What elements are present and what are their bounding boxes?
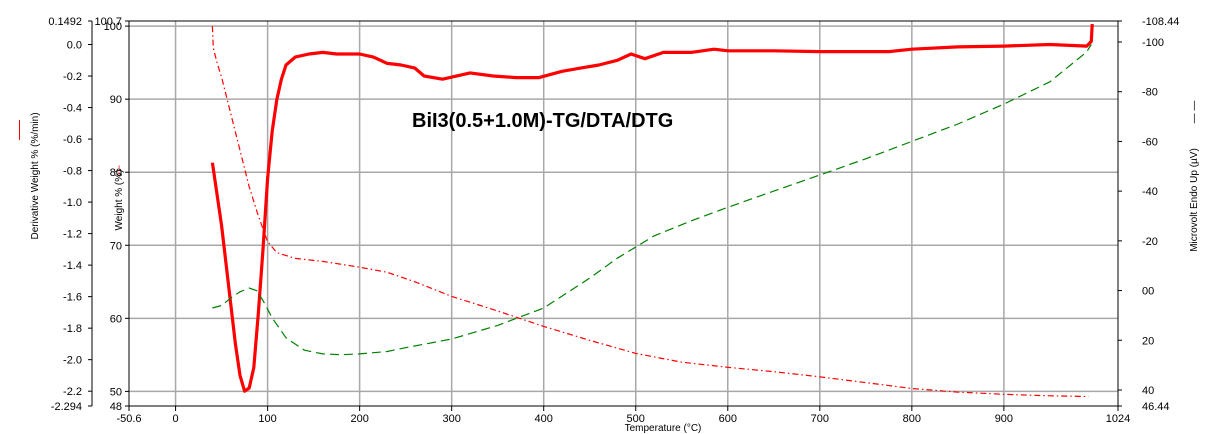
- deriv-tick-label: -0.8: [63, 166, 82, 178]
- axes-group: -50.6 0 100 200 300 400 500 600 700 800 900 1024 0.1…: [48, 16, 1179, 425]
- deriv-axis-label: Derivative Weight % (%/min): [30, 112, 41, 239]
- x-tick-label: 900: [995, 413, 1013, 425]
- endo-tick-label: -108.44: [1142, 16, 1179, 28]
- weight-tick-label: 90: [110, 94, 122, 106]
- weight-legend-symbol-group: -·-: [114, 165, 125, 175]
- endo-series-line: [212, 44, 1092, 356]
- weight-tick-label: 100.7: [94, 16, 122, 28]
- x-tick-label: -50.6: [116, 413, 141, 425]
- deriv-tick-label: -0.2: [63, 71, 82, 83]
- x-tick-label: 500: [627, 413, 645, 425]
- endo-tick-label: -80: [1142, 87, 1158, 99]
- weight-tick-label: 70: [110, 240, 122, 252]
- weight-tick-label: 48: [110, 401, 122, 413]
- deriv-tick-label: -1.8: [63, 323, 82, 335]
- deriv-tick-label: -2.294: [51, 401, 82, 413]
- deriv-tick-label: -1.4: [63, 260, 82, 272]
- endo-tick-label: -100: [1142, 37, 1164, 49]
- deriv-tick-label: -1.6: [63, 292, 82, 304]
- x-tick-label: 800: [903, 413, 921, 425]
- deriv-axis-label-group: Derivative Weight % (%/min): [30, 112, 41, 239]
- deriv-tick-label: -2.2: [63, 386, 82, 398]
- weight-series-line: [211, 26, 1089, 398]
- deriv-series-line: [210, 23, 1094, 393]
- x-tick-label: 300: [442, 413, 460, 425]
- weight-tick-label: 60: [110, 313, 122, 325]
- chart-title: BiI3(0.5+1.0M)-TG/DTA/DTG: [412, 110, 673, 132]
- x-tick-label: 1024: [1106, 413, 1130, 425]
- x-tick-label: 0: [173, 413, 179, 425]
- weight-axis-label-group: Weight % (%): [114, 170, 125, 231]
- weight-tick-label: 80: [110, 167, 122, 179]
- deriv-legend-symbol: ——: [14, 120, 25, 140]
- endo-axis-label: Microvolt Endo Up (µV): [1189, 148, 1200, 252]
- endo-legend-symbol: — —: [1189, 101, 1200, 124]
- deriv-tick-label: -2.0: [63, 355, 82, 367]
- endo-tick-label: 46.44: [1142, 401, 1170, 413]
- x-tick-label: 100: [258, 413, 276, 425]
- weight-legend-symbol: -·-: [114, 165, 125, 175]
- plot-frame: [128, 20, 1119, 407]
- x-tick-label: 600: [719, 413, 737, 425]
- deriv-tick-label: -1.2: [63, 229, 82, 241]
- endo-legend-symbol-group: — —: [1189, 101, 1200, 124]
- weight-tick-label: 50: [110, 386, 122, 398]
- endo-tick-label: 20: [1142, 335, 1154, 347]
- deriv-tick-label: -1.0: [63, 197, 82, 209]
- endo-axis-label-group: Microvolt Endo Up (µV): [1189, 148, 1200, 252]
- grid: [129, 21, 1118, 406]
- x-axis-label: Temperature (°C): [625, 423, 702, 434]
- deriv-tick-label: 0.1492: [48, 16, 82, 28]
- deriv-tick-label: -0.6: [63, 134, 82, 146]
- x-tick-label: 200: [350, 413, 368, 425]
- x-tick-label: 700: [811, 413, 829, 425]
- weight-tick-label: 100: [104, 21, 122, 33]
- endo-tick-label: -40: [1142, 186, 1158, 198]
- weight-axis-label: Weight % (%): [114, 170, 125, 231]
- series-group: [210, 23, 1094, 398]
- deriv-tick-label: -0.4: [63, 103, 82, 115]
- endo-tick-label: 00: [1142, 286, 1154, 298]
- deriv-legend-symbol-group: ——: [14, 120, 25, 140]
- endo-tick-label: -20: [1142, 236, 1158, 248]
- endo-tick-label: 40: [1142, 385, 1154, 397]
- endo-tick-label: -60: [1142, 136, 1158, 148]
- deriv-tick-label: 0.0: [67, 40, 82, 52]
- x-tick-label: 400: [535, 413, 553, 425]
